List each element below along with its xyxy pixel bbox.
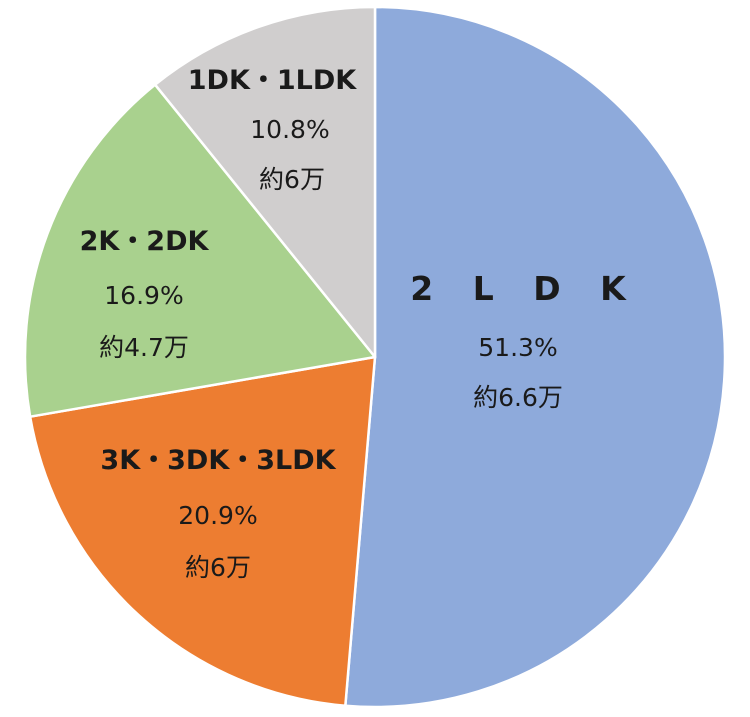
slice-3k-3dk-3ldk: [28, 355, 377, 707]
label-group-2ldk: 2 L D K 51.3% 約6.6万: [410, 269, 639, 412]
slice-2ldk: [344, 5, 727, 709]
slices-layer: [23, 5, 727, 709]
slice-percent-2k-2dk: 16.9%: [104, 281, 183, 310]
slice-label-2k-2dk: 2K・2DK: [80, 226, 210, 257]
label-group-1dk-1ldk: 1DK・1LDK 10.8% 約6万: [188, 65, 358, 194]
label-group-2k-2dk: 2K・2DK 16.9% 約4.7万: [80, 226, 210, 362]
slice-label-1dk-1ldk: 1DK・1LDK: [188, 65, 358, 96]
slice-2k-2dk: [23, 83, 377, 418]
slice-count-1dk-1ldk: 約6万: [259, 165, 325, 194]
slice-count-2ldk: 約6.6万: [473, 383, 563, 412]
slice-count-2k-2dk: 約4.7万: [99, 333, 189, 362]
slice-label-2ldk: 2 L D K: [410, 269, 639, 308]
slice-label-3k-3dk-3ldk: 3K・3DK・3LDK: [100, 445, 336, 476]
slice-percent-3k-3dk-3ldk: 20.9%: [178, 501, 257, 530]
labels-layer: 2 L D K 51.3% 約6.6万 3K・3DK・3LDK 20.9% 約6…: [80, 65, 639, 582]
label-group-3k-3dk-3ldk: 3K・3DK・3LDK 20.9% 約6万: [100, 445, 336, 582]
slice-percent-2ldk: 51.3%: [478, 333, 557, 362]
slice-1dk-1ldk: [153, 5, 377, 359]
slice-count-3k-3dk-3ldk: 約6万: [185, 553, 251, 582]
slice-percent-1dk-1ldk: 10.8%: [250, 115, 329, 144]
